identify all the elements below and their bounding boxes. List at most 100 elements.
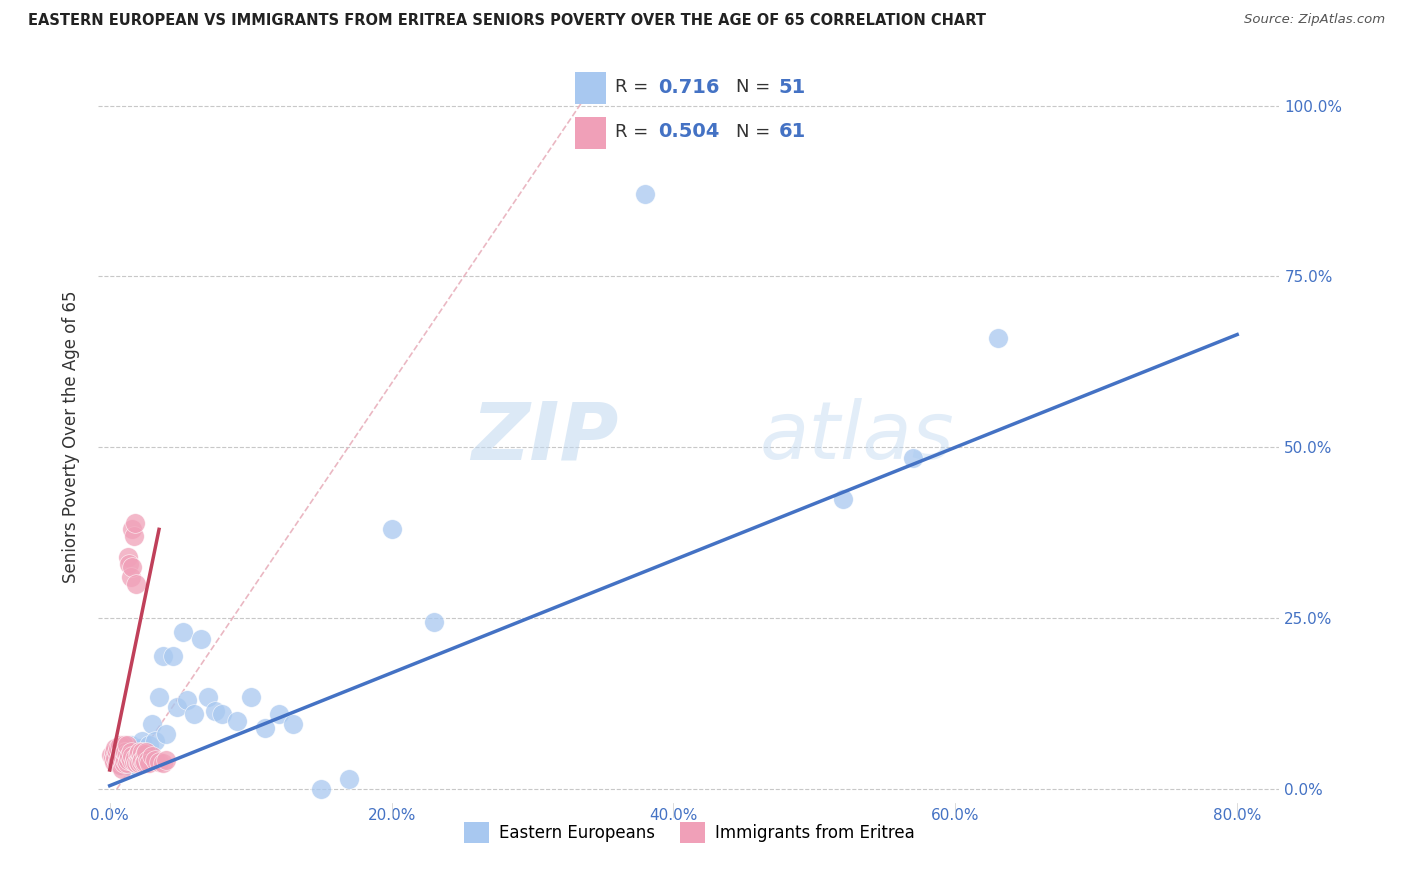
Point <box>120 745 142 759</box>
Point <box>211 706 233 721</box>
Point <box>267 706 290 721</box>
Point <box>124 751 146 765</box>
Point <box>127 755 149 769</box>
Point <box>134 755 156 769</box>
Point <box>110 751 132 765</box>
Point <box>125 747 148 762</box>
Point <box>114 753 136 767</box>
Point <box>107 753 129 767</box>
Point <box>115 738 138 752</box>
Point <box>120 738 142 752</box>
Point <box>118 557 141 571</box>
Bar <box>575 118 606 149</box>
Point <box>117 549 139 564</box>
Point <box>110 753 132 767</box>
Point <box>103 745 125 759</box>
Point <box>108 738 131 752</box>
Point <box>101 751 124 765</box>
Point <box>100 747 122 762</box>
Point <box>128 745 150 759</box>
Point <box>135 745 157 759</box>
Point <box>122 755 145 769</box>
Point <box>128 756 150 771</box>
Point <box>103 755 125 769</box>
Text: ZIP: ZIP <box>471 398 619 476</box>
Y-axis label: Seniors Poverty Over the Age of 65: Seniors Poverty Over the Age of 65 <box>62 291 80 583</box>
Point <box>103 747 125 762</box>
Point <box>136 747 159 762</box>
Point <box>105 756 128 771</box>
Point <box>115 756 138 771</box>
Point <box>253 721 276 735</box>
Point <box>105 745 128 759</box>
Point <box>110 755 132 769</box>
Point <box>183 706 205 721</box>
Point <box>309 782 332 797</box>
Point <box>112 738 135 752</box>
Legend: Eastern Europeans, Immigrants from Eritrea: Eastern Europeans, Immigrants from Eritr… <box>457 815 921 849</box>
Point <box>122 529 145 543</box>
Point <box>118 751 141 765</box>
Text: R =: R = <box>614 122 654 141</box>
Point <box>176 693 198 707</box>
Point <box>121 560 143 574</box>
Point <box>112 755 135 769</box>
Point <box>128 741 150 756</box>
Bar <box>575 72 606 103</box>
Text: 51: 51 <box>779 78 806 97</box>
Point <box>108 747 131 762</box>
Point <box>114 745 136 759</box>
Point <box>141 717 163 731</box>
Point <box>136 753 159 767</box>
Point <box>125 577 148 591</box>
Point <box>204 704 226 718</box>
Text: 0.504: 0.504 <box>658 122 720 141</box>
Text: N =: N = <box>735 78 776 96</box>
Point <box>129 755 152 769</box>
Point <box>125 756 148 771</box>
Point <box>225 714 247 728</box>
Point <box>112 756 135 771</box>
Point <box>987 331 1010 345</box>
Point <box>110 745 132 759</box>
Point <box>111 762 134 776</box>
Point <box>127 747 149 761</box>
Point <box>108 758 131 772</box>
Point <box>831 491 853 506</box>
Point <box>104 741 127 756</box>
Point <box>111 745 134 759</box>
Point <box>105 755 128 769</box>
Text: atlas: atlas <box>759 398 955 476</box>
Text: N =: N = <box>735 122 776 141</box>
Point <box>115 747 138 761</box>
Point <box>121 522 143 536</box>
Point <box>172 624 194 639</box>
Point <box>190 632 212 646</box>
Point <box>148 755 170 769</box>
Point <box>197 690 219 704</box>
Point <box>148 690 170 704</box>
Point <box>239 690 262 704</box>
Point <box>120 753 142 767</box>
Point <box>127 755 149 769</box>
Point <box>155 727 177 741</box>
Point <box>162 648 184 663</box>
Point <box>107 741 129 756</box>
Point <box>107 741 129 756</box>
Point <box>281 717 304 731</box>
Point <box>121 749 143 764</box>
Text: EASTERN EUROPEAN VS IMMIGRANTS FROM ERITREA SENIORS POVERTY OVER THE AGE OF 65 C: EASTERN EUROPEAN VS IMMIGRANTS FROM ERIT… <box>28 13 986 29</box>
Point <box>104 751 127 765</box>
Point <box>132 756 155 771</box>
Point <box>129 749 152 764</box>
Point <box>634 187 657 202</box>
Point <box>129 747 152 762</box>
Point <box>380 522 402 536</box>
Point <box>134 745 156 759</box>
Point <box>901 450 924 465</box>
Point <box>143 753 166 767</box>
Point <box>108 758 131 772</box>
Point <box>120 570 142 584</box>
Point <box>121 755 143 769</box>
Point <box>131 734 153 748</box>
